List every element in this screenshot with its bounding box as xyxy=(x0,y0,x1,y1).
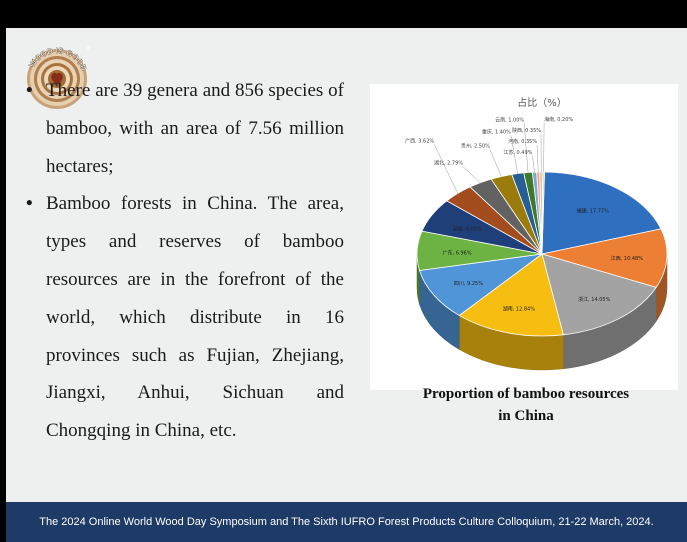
pie-data-label: 四川, 9.25% xyxy=(454,281,483,287)
bullet-item: • Bamboo forests in China. The area, typ… xyxy=(26,185,344,450)
pie-leader-line xyxy=(523,123,529,173)
slide: WOOD IS GOOD ® • There are 39 genera and… xyxy=(6,28,687,542)
bullet-marker: • xyxy=(26,193,33,215)
caption-line-1: Proportion of bamboo resources xyxy=(422,386,630,402)
footer-bar: The 2024 Online World Wood Day Symposium… xyxy=(6,502,687,542)
bullet-text: Bamboo forests in China. The area, types… xyxy=(46,193,344,442)
pie-data-label: 安徽, 6.05% xyxy=(453,226,482,233)
pie-data-label: 陕西, 0.35% xyxy=(512,127,541,134)
bullet-text: There are 39 genera and 856 species of b… xyxy=(46,80,344,177)
pie-data-label: 江西, 10.48% xyxy=(611,255,643,262)
pie-slice xyxy=(458,253,564,337)
pie-data-label: 浙江, 14.05% xyxy=(578,296,610,303)
pie-data-label: 河南, 0.35% xyxy=(508,138,537,145)
pie-data-label: 湖北, 2.79% xyxy=(434,160,463,167)
wood-rings-icon: WOOD IS GOOD ® xyxy=(27,46,91,109)
bullet-list: • There are 39 genera and 856 species of… xyxy=(26,72,344,450)
pie-data-label: 福建, 17.77% xyxy=(577,207,609,214)
pie-data-label: 湖南, 12.84% xyxy=(503,306,535,313)
pie-data-label: 江苏, 0.49% xyxy=(503,149,532,156)
pie-slice xyxy=(541,228,668,288)
pie-slice xyxy=(541,171,662,255)
bullet-item: • There are 39 genera and 856 species of… xyxy=(26,72,344,185)
pie-data-label: 广东, 6.96% xyxy=(443,250,472,257)
pie-chart-panel: 占比（%） 福建, 17.77% 江西, 10.48% 浙江, 14.05% 湖南, … xyxy=(370,84,678,390)
pie-slice xyxy=(541,253,657,336)
registered-mark: ® xyxy=(86,46,91,53)
pie-data-label: 海南, 0.20% xyxy=(544,116,573,123)
pie-data-label: 重庆, 1.40% xyxy=(482,129,511,136)
pie-leader-line xyxy=(462,166,481,183)
pie-slice xyxy=(419,253,543,316)
pie-data-label: 贵州, 2.50% xyxy=(461,142,490,149)
pie-leader-line xyxy=(536,145,539,173)
pie-leader-line xyxy=(489,149,502,177)
pie-leader-line xyxy=(510,135,518,174)
pie-leader-line xyxy=(433,144,458,194)
footer-text: The 2024 Online World Wood Day Symposium… xyxy=(39,516,654,528)
pie-leader-line xyxy=(532,156,535,173)
pie-data-label: 云南, 1.00% xyxy=(495,117,524,124)
chart-title: 占比（%） xyxy=(517,96,567,109)
bullet-marker: • xyxy=(26,80,33,101)
pie-data-label: 广西, 3.62% xyxy=(405,137,434,144)
wood-is-good-logo: WOOD IS GOOD ® xyxy=(22,42,92,112)
caption-line-2: in China xyxy=(498,408,554,424)
chart-caption: Proportion of bamboo resources in China xyxy=(376,383,676,427)
pie-chart: 占比（%） 福建, 17.77% 江西, 10.48% 浙江, 14.05% 湖南, … xyxy=(405,96,668,371)
